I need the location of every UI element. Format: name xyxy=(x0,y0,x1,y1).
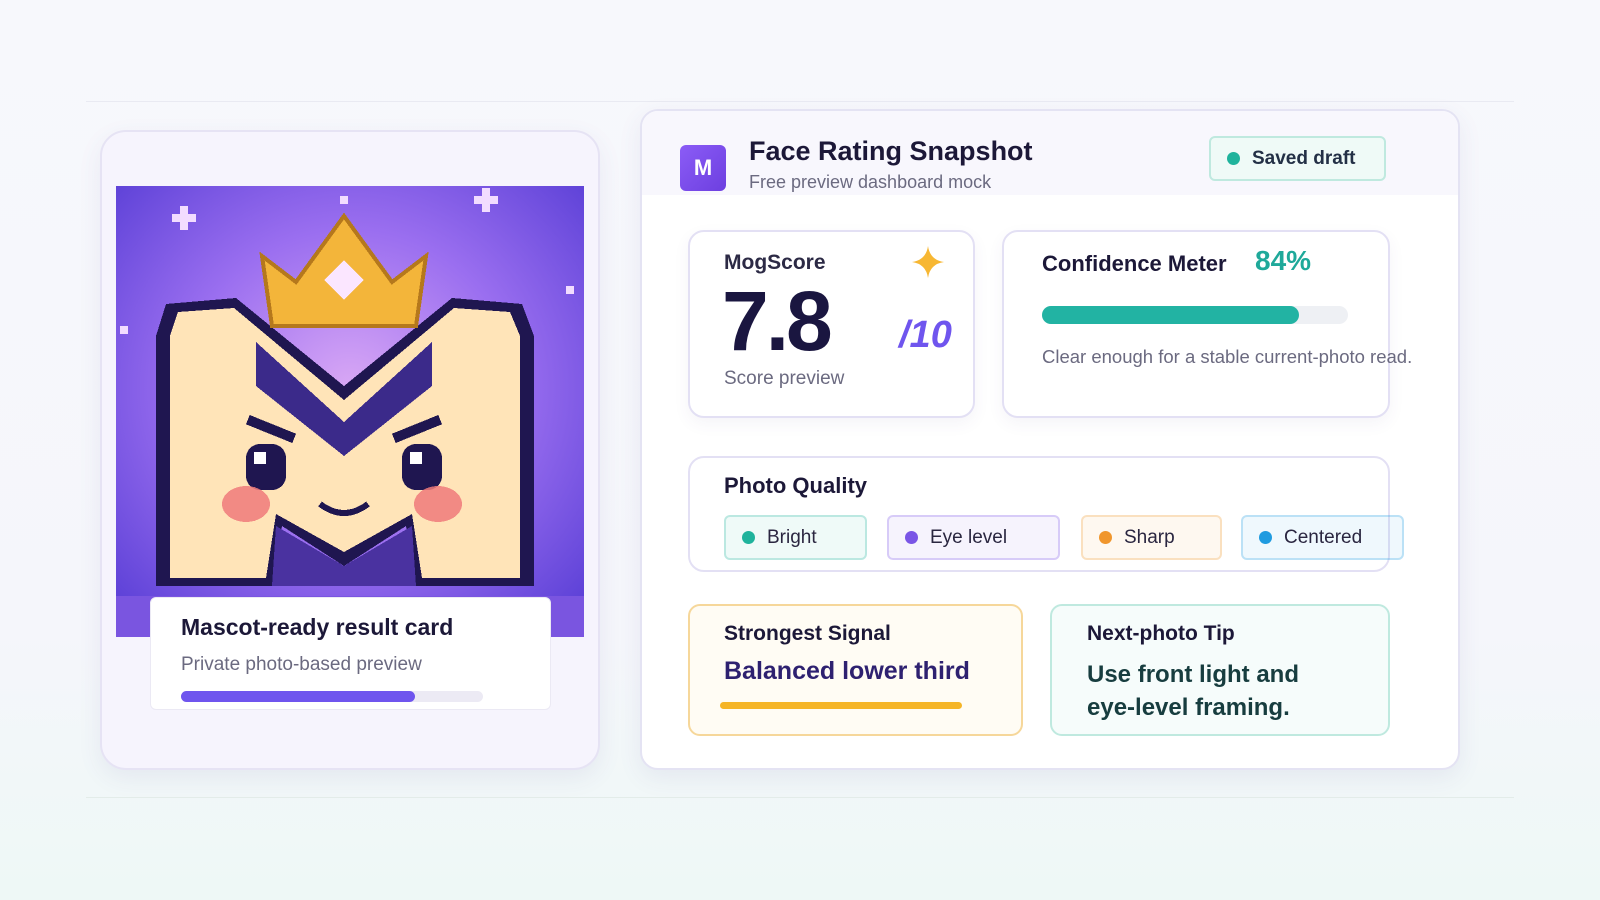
tag-label: Bright xyxy=(767,526,817,548)
quality-title: Photo Quality xyxy=(724,473,867,498)
tag-dot xyxy=(905,531,918,544)
confidence-value: 84% xyxy=(1255,245,1312,276)
quality-card xyxy=(688,456,1390,572)
tip-card xyxy=(1050,604,1390,736)
quality-tag: Centered xyxy=(1241,515,1404,560)
dashboard-subtitle: Free preview dashboard mock xyxy=(749,172,992,192)
signal-card xyxy=(688,604,1023,736)
tag-label: Centered xyxy=(1284,526,1363,548)
tag-label: Sharp xyxy=(1124,526,1175,548)
status-text: Saved draft xyxy=(1252,147,1356,169)
sparkle-icon xyxy=(912,246,944,278)
divider xyxy=(86,101,1514,102)
score-caption: Score preview xyxy=(724,368,845,389)
progress-fill xyxy=(181,691,415,702)
score-scale: /10 xyxy=(899,314,952,356)
quality-tag: Bright xyxy=(724,515,867,560)
tag-label: Eye level xyxy=(930,526,1008,548)
divider xyxy=(86,797,1514,798)
confidence-track xyxy=(1042,306,1348,324)
status-dot xyxy=(1227,152,1240,165)
confidence-label: Confidence Meter xyxy=(1042,251,1227,276)
confidence-note: Clear enough for a stable current-photo … xyxy=(1042,346,1413,367)
result-caption: Mascot-ready result card Private photo-b… xyxy=(150,597,551,710)
signal-title: Strongest Signal xyxy=(724,622,891,645)
tag-dot xyxy=(742,531,755,544)
confidence-fill xyxy=(1042,306,1300,324)
score-label: MogScore xyxy=(724,251,826,274)
mascot-image xyxy=(116,186,584,637)
signal-underline xyxy=(720,702,962,709)
tag-dot xyxy=(1259,531,1272,544)
confidence-card xyxy=(1002,230,1390,418)
dashboard-title: Face Rating Snapshot xyxy=(749,136,1033,166)
result-subtitle: Private photo-based preview xyxy=(181,654,422,675)
progress-track xyxy=(181,691,483,702)
status-badge[interactable]: Saved draft xyxy=(1209,136,1386,181)
tag-dot xyxy=(1099,531,1112,544)
signal-text: Balanced lower third xyxy=(724,657,970,685)
quality-tag: Eye level xyxy=(887,515,1060,560)
tip-title: Next-photo Tip xyxy=(1087,622,1235,645)
tip-text: Use front light and eye-level framing. xyxy=(1087,661,1299,721)
result-title: Mascot-ready result card xyxy=(181,614,454,640)
logo: M xyxy=(680,145,726,191)
quality-tag: Sharp xyxy=(1081,515,1222,560)
score-value: 7.8 xyxy=(722,274,833,368)
